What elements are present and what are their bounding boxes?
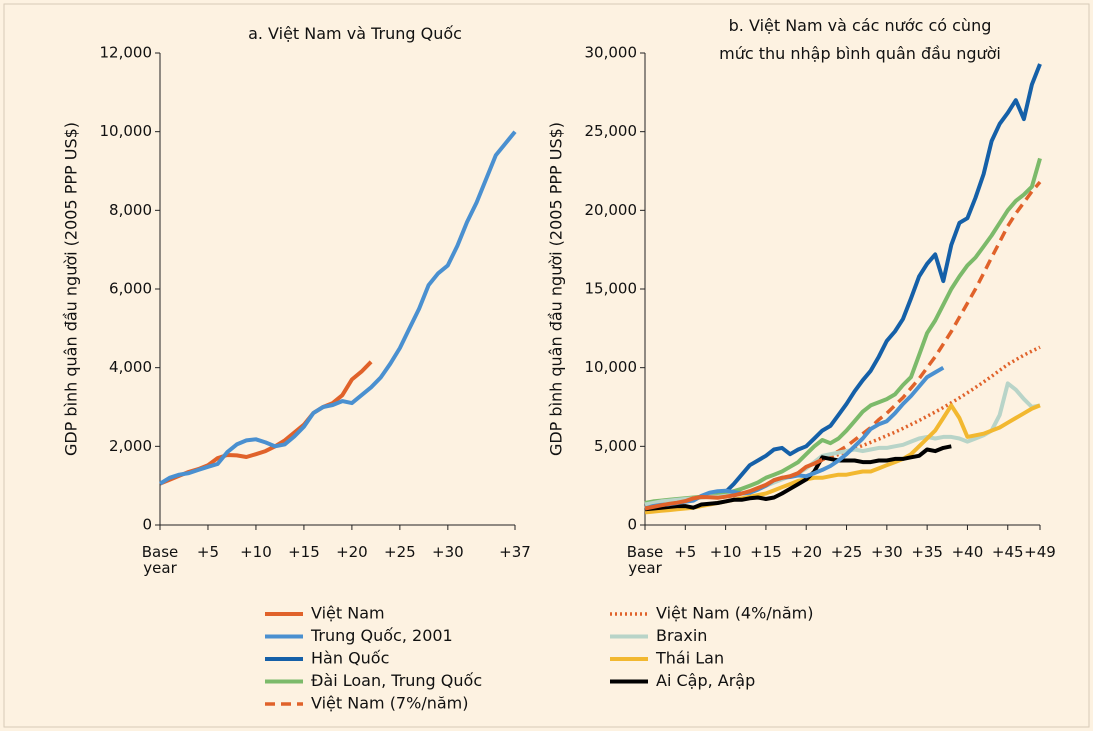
y-tick-label: 6,000: [109, 280, 152, 298]
series-line: [159, 360, 373, 486]
series-line: [644, 457, 824, 511]
y-tick-label: 5,000: [594, 437, 637, 455]
x-tick-label: +30: [432, 543, 464, 561]
legend-label: Ai Cập, Arập: [656, 671, 755, 690]
x-tick-label: +37: [499, 543, 531, 561]
series-line: [158, 130, 517, 486]
y-tick-label: 30,000: [585, 44, 638, 62]
y-tick-label: 8,000: [109, 201, 152, 219]
series-line: [644, 444, 952, 512]
x-tick-label: Base year: [626, 543, 664, 577]
legend-label: Việt Nam: [311, 604, 385, 623]
y-axis-label: GDP bình quân đầu người (2005 PPP US$): [62, 122, 81, 456]
x-tick-label: +30: [871, 543, 903, 561]
legend-label: Việt Nam (4%/năm): [656, 604, 813, 623]
legend-label: Việt Nam (7%/năm): [311, 694, 468, 713]
y-tick-label: 10,000: [585, 358, 638, 376]
y-tick-label: 2,000: [109, 437, 152, 455]
chart-title: b. Việt Nam và các nước có cùng mức thu …: [719, 16, 1001, 63]
y-tick-label: 0: [627, 516, 637, 534]
x-tick-label: +20: [790, 543, 823, 561]
x-tick-label: +5: [674, 543, 697, 561]
y-axis-label: GDP bình quân đầu người (2005 PPP US$): [547, 122, 566, 456]
y-tick-label: 4,000: [109, 358, 152, 376]
x-tick-label: +35: [911, 543, 943, 561]
x-tick-label: +45: [991, 543, 1024, 561]
legend-label: Braxin: [656, 626, 707, 645]
x-tick-label: +20: [336, 543, 368, 561]
x-tick-label: Base year: [141, 543, 179, 577]
series-line: [644, 63, 1042, 510]
series-line: [821, 180, 1042, 462]
x-tick-label: +15: [750, 543, 782, 561]
y-tick-label: 0: [142, 516, 152, 534]
y-tick-label: 15,000: [585, 280, 638, 298]
y-tick-label: 20,000: [585, 201, 638, 219]
frame: [3, 3, 1090, 728]
legend-label: Hàn Quốc: [311, 649, 389, 668]
x-tick-label: +25: [830, 543, 863, 561]
x-tick-label: +49: [1024, 543, 1056, 561]
x-tick-label: +10: [709, 543, 742, 561]
series-line: [644, 381, 1041, 507]
legend-label: Trung Quốc, 2001: [310, 626, 453, 645]
y-tick-label: 25,000: [585, 122, 638, 140]
chart-title: a. Việt Nam và Trung Quốc: [248, 24, 462, 43]
x-tick-label: +25: [384, 543, 416, 561]
x-tick-label: +40: [951, 543, 984, 561]
x-tick-label: +10: [240, 543, 272, 561]
y-tick-label: 10,000: [100, 122, 153, 140]
y-tick-label: 12,000: [100, 44, 153, 62]
legend-label: Thái Lan: [655, 649, 724, 668]
legend-label: Đài Loan, Trung Quốc: [311, 671, 482, 690]
x-tick-label: +5: [196, 543, 220, 561]
x-tick-label: +15: [288, 543, 320, 561]
